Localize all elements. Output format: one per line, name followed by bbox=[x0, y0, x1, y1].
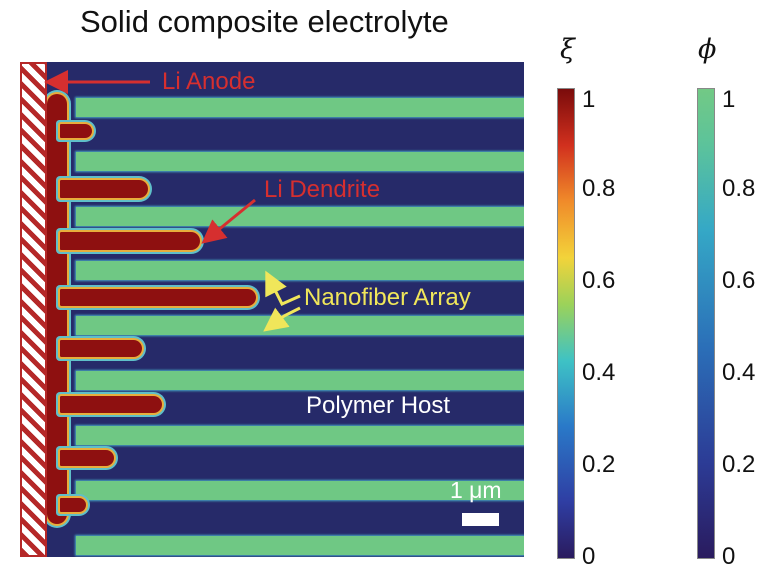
colorbar-xi-tick: 0.2 bbox=[582, 451, 616, 478]
colorbar-xi-tick: 0.4 bbox=[582, 359, 616, 386]
dendrite-branch bbox=[60, 498, 86, 512]
nanofiber-arrow-up bbox=[265, 270, 301, 306]
nanofiber bbox=[76, 536, 524, 555]
label-li-anode: Li Anode bbox=[162, 68, 256, 95]
colorbar-phi-tick: 0.6 bbox=[722, 267, 756, 294]
scale-bar bbox=[462, 513, 499, 526]
label-nanofiber-array: Nanofiber Array bbox=[304, 284, 471, 311]
colorbar-phi-tick: 1 bbox=[722, 86, 736, 113]
label-li-dendrite: Li Dendrite bbox=[264, 176, 381, 203]
dendrite-trunk bbox=[47, 94, 67, 524]
colorbar-phi bbox=[697, 88, 715, 559]
dendrite-arrow bbox=[201, 198, 256, 244]
dendrite-branch bbox=[60, 232, 200, 250]
colorbar-phi-tick: 0 bbox=[722, 543, 736, 570]
nanofiber bbox=[76, 152, 524, 171]
colorbar-phi-tick: 0.8 bbox=[722, 175, 756, 202]
dendrite-branch bbox=[60, 289, 256, 306]
colorbar-phi-title: ϕ bbox=[698, 34, 717, 65]
colorbar-xi-title: ξ bbox=[560, 34, 575, 65]
nanofiber bbox=[76, 316, 524, 335]
colorbar-phi-tick: 0.2 bbox=[722, 451, 756, 478]
nanofiber bbox=[76, 261, 524, 280]
li-anode bbox=[20, 62, 47, 557]
nanofiber bbox=[76, 371, 524, 390]
nanofiber bbox=[76, 207, 524, 226]
dendrite-branch bbox=[60, 450, 114, 466]
colorbar-xi-tick: 0 bbox=[582, 543, 596, 570]
nanofiber bbox=[76, 426, 524, 445]
figure-title: Solid composite electrolyte bbox=[80, 4, 449, 39]
scale-label: 1 μm bbox=[450, 477, 502, 503]
colorbar-xi-tick: 0.8 bbox=[582, 175, 616, 202]
colorbar-xi-tick: 1 bbox=[582, 86, 596, 113]
dendrite-branch bbox=[60, 340, 142, 357]
dendrite-branch bbox=[60, 396, 162, 413]
colorbar-phi-tick: 0.4 bbox=[722, 359, 756, 386]
dendrite-branch bbox=[60, 124, 92, 138]
dendrite-branch bbox=[60, 180, 148, 198]
nanofiber bbox=[76, 481, 524, 500]
nanofiber-arrow-down bbox=[263, 306, 301, 332]
label-polymer-host: Polymer Host bbox=[306, 392, 451, 419]
colorbar-xi bbox=[557, 88, 575, 559]
nanofiber bbox=[76, 98, 524, 117]
colorbar-xi-tick: 0.6 bbox=[582, 267, 616, 294]
